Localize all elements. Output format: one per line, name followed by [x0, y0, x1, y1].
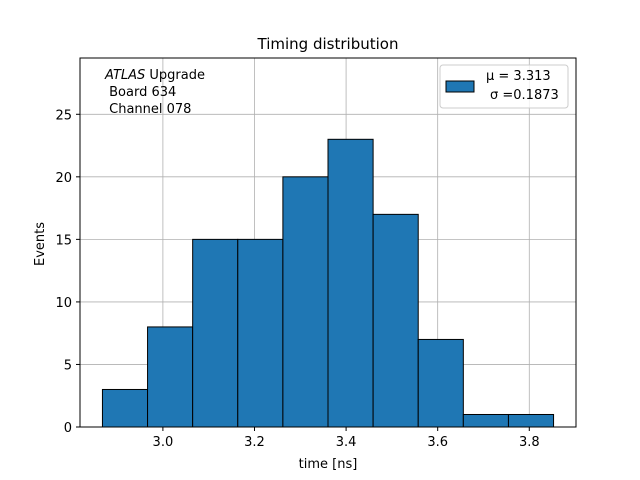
- y-tick-label: 15: [55, 233, 72, 248]
- legend-sigma: σ =0.1873: [490, 88, 559, 103]
- legend-frame: [439, 64, 569, 109]
- legend: μ = 3.313 σ =0.1873: [439, 64, 569, 109]
- annotation-italic: ATLAS: [104, 68, 145, 83]
- annotation-line-3: Channel 078: [105, 102, 191, 117]
- histogram-bar: [417, 338, 464, 428]
- x-tick-label: 3.2: [244, 435, 265, 450]
- histogram-bar: [192, 238, 239, 428]
- annotation-rest: Upgrade: [145, 68, 205, 83]
- histogram-bar: [462, 413, 509, 428]
- histogram-bar: [327, 138, 374, 428]
- x-tick-label: 3.4: [336, 435, 357, 450]
- y-tick-label: 10: [55, 296, 72, 311]
- histogram-bar: [101, 388, 149, 428]
- histogram-bar: [507, 413, 555, 428]
- ticks: 3.0 3.2 3.4 3.6 3.8 0 5 10 15 20 25: [55, 108, 539, 450]
- histogram-bar: [372, 213, 419, 428]
- y-tick-label: 20: [55, 171, 72, 186]
- annotation-line-2: Board 634: [105, 85, 176, 100]
- annotation-box: ATLAS Upgrade Board 634 Channel 078: [104, 68, 205, 117]
- x-tick-label: 3.8: [519, 435, 540, 450]
- axes: [79, 57, 577, 428]
- histogram-bar: [237, 238, 284, 428]
- x-tick-label: 3.0: [153, 435, 174, 450]
- x-axis-label: time [ns]: [299, 457, 358, 472]
- legend-mu: μ = 3.313: [486, 69, 551, 84]
- legend-swatch: [445, 80, 475, 93]
- plot-frame: [79, 57, 577, 428]
- annotation-line-1: ATLAS Upgrade: [104, 68, 205, 83]
- y-axis-label: Events: [33, 222, 48, 266]
- histogram-bar: [147, 326, 194, 428]
- y-tick-label: 5: [64, 358, 72, 373]
- x-tick-label: 3.6: [427, 435, 448, 450]
- chart-title: Timing distribution: [257, 35, 399, 53]
- y-tick-label: 0: [64, 421, 72, 436]
- y-tick-label: 25: [55, 108, 72, 123]
- histogram-bar: [282, 176, 329, 428]
- bars: [101, 138, 555, 428]
